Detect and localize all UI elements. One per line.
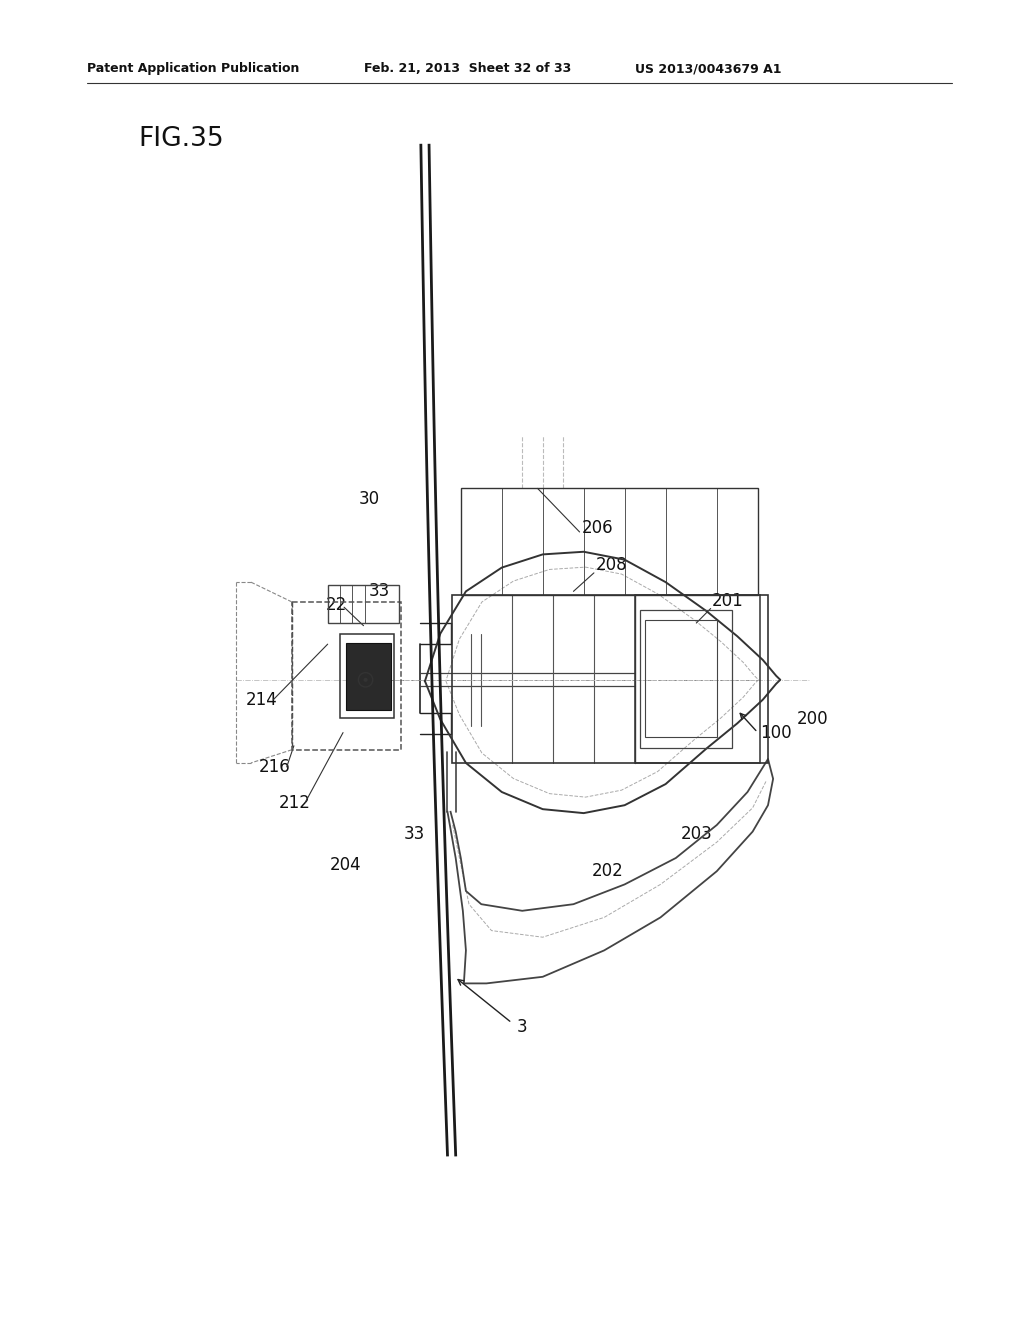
- Text: 216: 216: [259, 758, 291, 776]
- Text: 100: 100: [760, 723, 792, 742]
- Text: 33: 33: [369, 582, 390, 601]
- Text: Patent Application Publication: Patent Application Publication: [87, 62, 299, 75]
- Circle shape: [364, 677, 368, 682]
- Text: 208: 208: [596, 556, 628, 574]
- Text: 22: 22: [326, 595, 347, 614]
- Text: 206: 206: [582, 519, 613, 537]
- Text: 203: 203: [681, 825, 713, 843]
- Text: 30: 30: [358, 490, 380, 508]
- Polygon shape: [346, 643, 391, 710]
- Text: FIG.35: FIG.35: [138, 125, 224, 152]
- Text: 214: 214: [246, 690, 278, 709]
- Text: US 2013/0043679 A1: US 2013/0043679 A1: [635, 62, 781, 75]
- Text: 202: 202: [592, 862, 624, 880]
- Text: 33: 33: [403, 825, 425, 843]
- Text: 201: 201: [712, 591, 743, 610]
- Text: 212: 212: [279, 793, 310, 812]
- Text: 200: 200: [797, 710, 828, 729]
- Text: 204: 204: [330, 855, 361, 874]
- Text: 3: 3: [517, 1018, 527, 1036]
- Text: Feb. 21, 2013  Sheet 32 of 33: Feb. 21, 2013 Sheet 32 of 33: [364, 62, 570, 75]
